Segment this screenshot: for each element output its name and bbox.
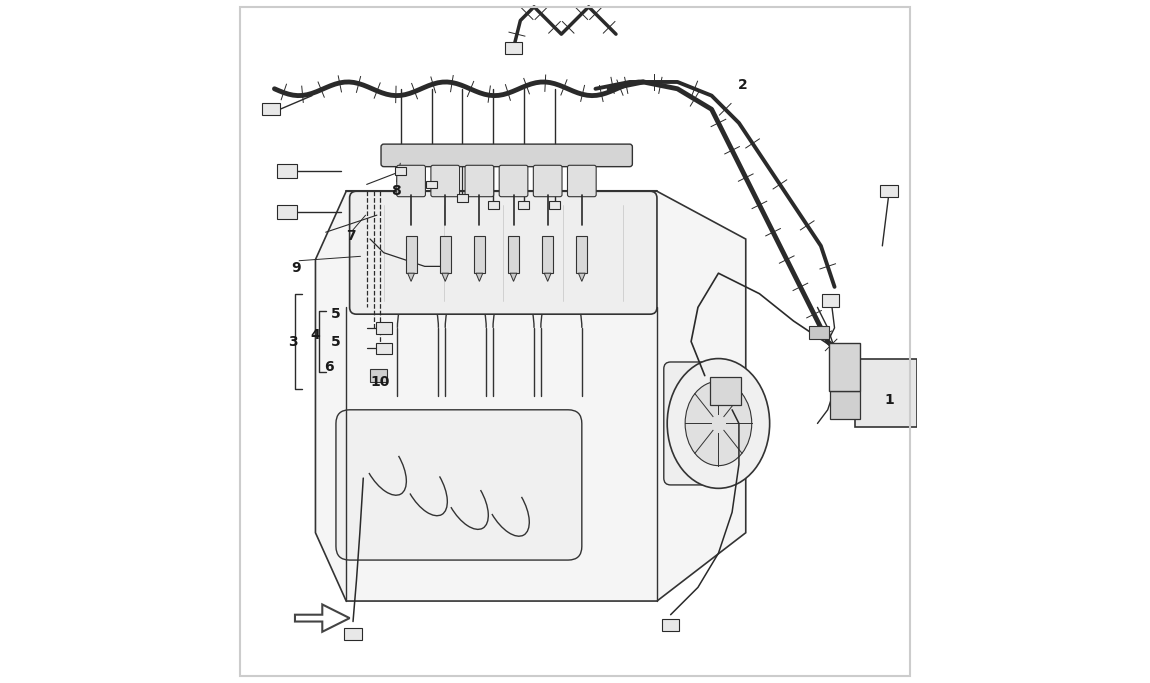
Bar — [396, 167, 406, 175]
Bar — [474, 236, 485, 273]
Polygon shape — [578, 273, 585, 281]
Polygon shape — [476, 273, 483, 281]
Polygon shape — [294, 604, 350, 632]
FancyBboxPatch shape — [381, 144, 632, 167]
FancyBboxPatch shape — [431, 165, 460, 197]
Text: 5: 5 — [331, 307, 340, 321]
FancyBboxPatch shape — [856, 359, 917, 427]
Text: 6: 6 — [324, 361, 333, 374]
Polygon shape — [315, 191, 745, 601]
Polygon shape — [407, 273, 414, 281]
Ellipse shape — [685, 381, 752, 466]
FancyBboxPatch shape — [810, 326, 829, 339]
Bar — [505, 42, 522, 54]
FancyBboxPatch shape — [336, 410, 582, 560]
Text: 1: 1 — [884, 393, 894, 406]
Bar — [406, 236, 416, 273]
FancyBboxPatch shape — [830, 391, 860, 419]
Bar — [519, 201, 529, 209]
Text: 9: 9 — [291, 261, 301, 275]
Text: 7: 7 — [346, 229, 355, 242]
Text: 5: 5 — [331, 335, 340, 348]
Text: 8: 8 — [391, 184, 401, 198]
FancyBboxPatch shape — [664, 362, 719, 485]
FancyBboxPatch shape — [397, 165, 425, 197]
FancyBboxPatch shape — [499, 165, 528, 197]
FancyBboxPatch shape — [534, 165, 562, 197]
Bar — [661, 619, 680, 631]
Bar — [880, 185, 898, 197]
Text: 10: 10 — [370, 376, 390, 389]
Bar — [370, 369, 388, 382]
Bar — [457, 194, 468, 202]
Text: 3: 3 — [289, 335, 298, 348]
Polygon shape — [442, 273, 448, 281]
Bar — [542, 236, 553, 273]
FancyBboxPatch shape — [829, 343, 860, 391]
Bar — [262, 103, 279, 115]
Bar — [427, 180, 437, 189]
FancyBboxPatch shape — [710, 377, 741, 405]
Bar — [508, 236, 519, 273]
Bar — [376, 343, 392, 354]
FancyBboxPatch shape — [350, 191, 657, 314]
Text: 2: 2 — [737, 79, 748, 92]
Bar — [488, 201, 498, 209]
Bar — [439, 236, 451, 273]
Bar — [344, 628, 362, 640]
Bar — [276, 205, 297, 219]
FancyBboxPatch shape — [567, 165, 596, 197]
Ellipse shape — [667, 359, 769, 488]
Bar — [576, 236, 588, 273]
Polygon shape — [511, 273, 518, 281]
Bar — [821, 294, 839, 307]
Bar — [276, 163, 297, 178]
FancyBboxPatch shape — [465, 165, 493, 197]
Bar — [376, 322, 392, 333]
Polygon shape — [544, 273, 551, 281]
Bar — [549, 201, 560, 209]
Text: 4: 4 — [310, 328, 321, 342]
